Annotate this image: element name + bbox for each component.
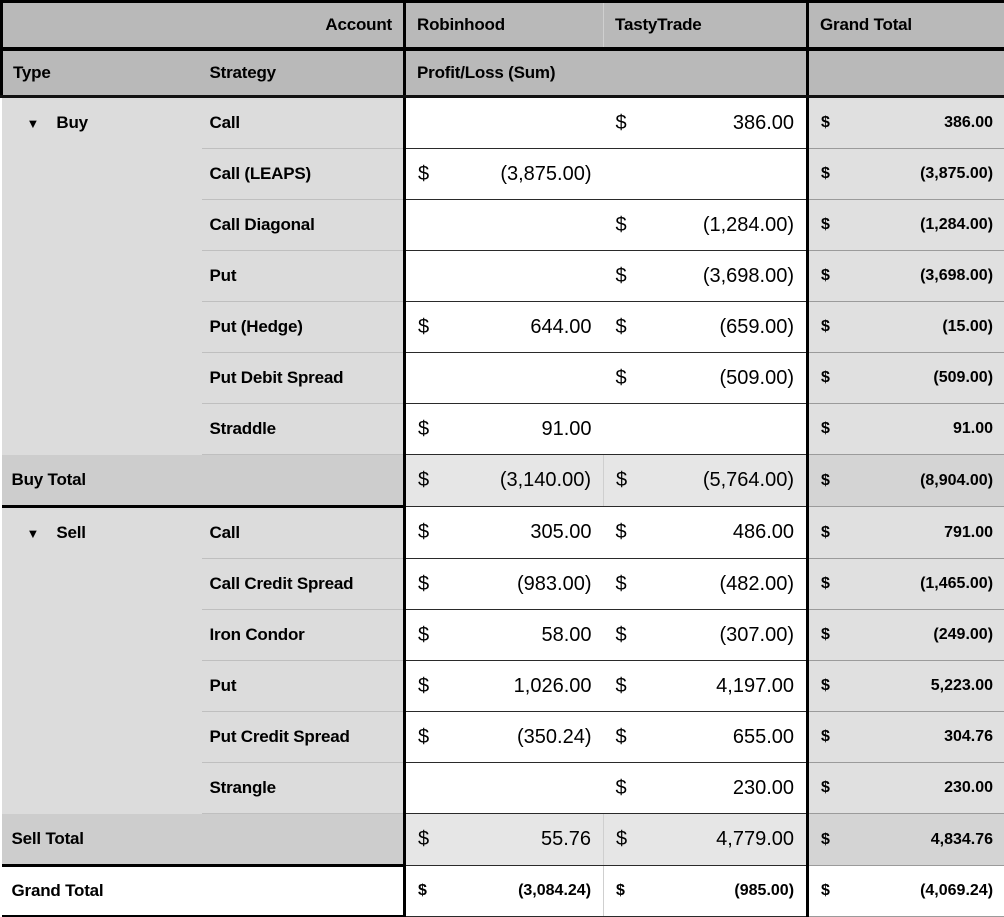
cell-grand-total[interactable]: $386.00 xyxy=(808,97,1004,149)
cell-robinhood[interactable]: $(3,875.00) xyxy=(405,149,604,200)
cell-grand-total[interactable]: $304.76 xyxy=(808,712,1004,763)
cell-tastytrade[interactable]: $(985.00) xyxy=(604,866,808,917)
cell-tastytrade[interactable]: $386.00 xyxy=(604,97,808,149)
strategy-cell[interactable]: Put (Hedge) xyxy=(202,302,405,353)
collapse-triangle-icon[interactable]: ▼ xyxy=(27,526,40,541)
strategy-cell[interactable]: Put Credit Spread xyxy=(202,712,405,763)
strategy-cell[interactable]: Call xyxy=(202,507,405,559)
cell-grand-total[interactable]: $230.00 xyxy=(808,763,1004,814)
cell-robinhood[interactable]: $55.76 xyxy=(405,814,604,866)
strategy-cell[interactable]: Put Debit Spread xyxy=(202,353,405,404)
strategy-cell[interactable]: Call Diagonal xyxy=(202,200,405,251)
cell-grand-total[interactable]: $791.00 xyxy=(808,507,1004,559)
strategy-cell[interactable]: Call (LEAPS) xyxy=(202,149,405,200)
cell-tastytrade[interactable] xyxy=(604,404,808,455)
collapse-triangle-icon[interactable]: ▼ xyxy=(27,116,40,131)
buy-total-label-cell[interactable]: Buy Total xyxy=(2,455,405,507)
cell-tastytrade[interactable]: $230.00 xyxy=(604,763,808,814)
header-row-fields: Type Strategy Profit/Loss (Sum) xyxy=(2,49,1004,97)
cell-robinhood[interactable]: $91.00 xyxy=(405,404,604,455)
cell-grand-total[interactable]: $(509.00) xyxy=(808,353,1004,404)
cell-grand-total[interactable]: $(249.00) xyxy=(808,610,1004,661)
type-label-sell: Sell xyxy=(56,523,85,542)
cell-tastytrade[interactable]: $(509.00) xyxy=(604,353,808,404)
cell-grand-total[interactable]: $5,223.00 xyxy=(808,661,1004,712)
cell-grand-total[interactable]: $(1,284.00) xyxy=(808,200,1004,251)
cell-tastytrade[interactable]: $(5,764.00) xyxy=(604,455,808,507)
type-header-cell[interactable]: Type xyxy=(2,49,202,97)
cell-robinhood[interactable] xyxy=(405,353,604,404)
strategy-cell[interactable]: Call Credit Spread xyxy=(202,559,405,610)
cell-robinhood[interactable] xyxy=(405,97,604,149)
sell-total-row: Sell Total $55.76 $4,779.00 $4,834.76 xyxy=(2,814,1004,866)
strategy-cell[interactable]: Put xyxy=(202,251,405,302)
cell-robinhood[interactable]: $305.00 xyxy=(405,507,604,559)
cell-grand-total[interactable]: $91.00 xyxy=(808,404,1004,455)
cell-grand-total[interactable]: $(3,698.00) xyxy=(808,251,1004,302)
cell-grand-total[interactable]: $(8,904.00) xyxy=(808,455,1004,507)
type-group-sell[interactable]: ▼ Sell xyxy=(2,507,202,814)
cell-tastytrade[interactable]: $(307.00) xyxy=(604,610,808,661)
column-header-tastytrade[interactable]: TastyTrade xyxy=(604,2,808,50)
strategy-header-cell[interactable]: Strategy xyxy=(202,49,405,97)
cell-tastytrade[interactable]: $(482.00) xyxy=(604,559,808,610)
cell-robinhood[interactable] xyxy=(405,200,604,251)
column-header-grand-total[interactable]: Grand Total xyxy=(808,2,1004,50)
strategy-cell[interactable]: Iron Condor xyxy=(202,610,405,661)
cell-tastytrade[interactable]: $4,779.00 xyxy=(604,814,808,866)
sell-total-label-cell[interactable]: Sell Total xyxy=(2,814,405,866)
cell-grand-total[interactable]: $(15.00) xyxy=(808,302,1004,353)
cell-robinhood[interactable]: $58.00 xyxy=(405,610,604,661)
cell-robinhood[interactable] xyxy=(405,763,604,814)
buy-total-row: Buy Total $(3,140.00) $(5,764.00) $(8,90… xyxy=(2,455,1004,507)
grand-total-label-cell[interactable]: Grand Total xyxy=(2,866,405,917)
cell-robinhood[interactable]: $(3,140.00) xyxy=(405,455,604,507)
measure-header-cell[interactable]: Profit/Loss (Sum) xyxy=(405,49,808,97)
strategy-cell[interactable]: Strangle xyxy=(202,763,405,814)
cell-grand-total[interactable]: $(1,465.00) xyxy=(808,559,1004,610)
table-row: ▼ Sell Call $305.00 $486.00 $791.00 xyxy=(2,507,1004,559)
cell-grand-total[interactable]: $4,834.76 xyxy=(808,814,1004,866)
grand-total-header-spacer[interactable] xyxy=(808,49,1004,97)
cell-tastytrade[interactable] xyxy=(604,149,808,200)
cell-tastytrade[interactable]: $486.00 xyxy=(604,507,808,559)
type-group-buy[interactable]: ▼ Buy xyxy=(2,97,202,455)
account-label: Account xyxy=(3,15,403,35)
cell-robinhood[interactable]: $644.00 xyxy=(405,302,604,353)
column-header-robinhood[interactable]: Robinhood xyxy=(405,2,604,50)
strategy-cell[interactable]: Straddle xyxy=(202,404,405,455)
cell-robinhood[interactable]: $(983.00) xyxy=(405,559,604,610)
strategy-cell[interactable]: Call xyxy=(202,97,405,149)
table-row: ▼ Buy Call $386.00 $386.00 xyxy=(2,97,1004,149)
cell-tastytrade[interactable]: $4,197.00 xyxy=(604,661,808,712)
cell-robinhood[interactable] xyxy=(405,251,604,302)
strategy-cell[interactable]: Put xyxy=(202,661,405,712)
cell-tastytrade[interactable]: $(1,284.00) xyxy=(604,200,808,251)
grand-total-row: Grand Total $(3,084.24) $(985.00) $(4,06… xyxy=(2,866,1004,917)
cell-tastytrade[interactable]: $(3,698.00) xyxy=(604,251,808,302)
cell-robinhood[interactable]: $(3,084.24) xyxy=(405,866,604,917)
cell-robinhood[interactable]: $(350.24) xyxy=(405,712,604,763)
cell-grand-total[interactable]: $(4,069.24) xyxy=(808,866,1004,917)
header-row-account: Account Robinhood TastyTrade Grand Total xyxy=(2,2,1004,50)
cell-grand-total[interactable]: $(3,875.00) xyxy=(808,149,1004,200)
cell-tastytrade[interactable]: $655.00 xyxy=(604,712,808,763)
cell-robinhood[interactable]: $1,026.00 xyxy=(405,661,604,712)
account-header-cell[interactable]: Account xyxy=(2,2,405,50)
type-label-buy: Buy xyxy=(56,113,88,132)
cell-tastytrade[interactable]: $(659.00) xyxy=(604,302,808,353)
